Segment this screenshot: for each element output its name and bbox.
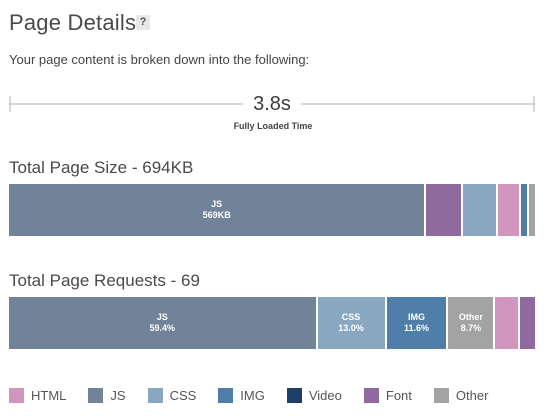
requests-segment-label: Other xyxy=(458,312,483,322)
size-segment-font[interactable] xyxy=(426,184,463,236)
legend-swatch xyxy=(9,388,24,403)
size-segment-img[interactable] xyxy=(521,184,529,236)
legend-label: IMG xyxy=(240,388,265,403)
legend: HTML JS CSS IMG Video Font Other xyxy=(9,388,546,403)
legend-swatch xyxy=(363,388,379,403)
requests-segment-label: IMG xyxy=(408,312,425,322)
requests-segment-label: JS xyxy=(156,312,168,322)
legend-item-other: Other xyxy=(433,388,489,403)
fully-loaded-value: 3.8s xyxy=(243,92,301,116)
page-title: Page Details xyxy=(9,10,137,35)
timeline-start-cap xyxy=(9,96,11,112)
size-segment-css[interactable] xyxy=(462,184,498,236)
legend-swatch xyxy=(147,388,163,403)
legend-item-js: JS xyxy=(88,388,126,403)
legend-label: CSS xyxy=(169,388,197,403)
size-segment-value: 569KB xyxy=(202,210,231,220)
legend-item-video: Video xyxy=(286,388,342,403)
intro-text: Your page content is broken down into th… xyxy=(9,52,310,67)
size-segment-label: JS xyxy=(211,199,223,209)
requests-segment-value: 8.7% xyxy=(460,323,482,333)
requests-segment-other[interactable]: Other 8.7% xyxy=(448,297,496,349)
timeline-end-cap xyxy=(533,96,535,112)
requests-segment-value: 13.0% xyxy=(338,323,364,333)
legend-swatch xyxy=(218,388,234,403)
fully-loaded-label: Fully Loaded Time xyxy=(233,121,313,131)
help-icon[interactable]: ? xyxy=(136,15,150,30)
legend-label: Other xyxy=(455,388,489,403)
requests-segment-js[interactable]: JS 59.4% xyxy=(9,297,318,349)
legend-label: JS xyxy=(110,388,126,403)
legend-swatch xyxy=(88,388,104,403)
requests-segment-css[interactable]: CSS 13.0% xyxy=(317,297,387,349)
page-size-bar: JS 569KB xyxy=(9,184,535,236)
total-page-requests-title: Total Page Requests - 69 xyxy=(9,271,200,290)
requests-segment-font[interactable] xyxy=(520,297,535,349)
requests-segment-html[interactable] xyxy=(495,297,521,349)
size-segment-js[interactable]: JS 569KB xyxy=(9,184,427,236)
legend-item-css: CSS xyxy=(147,388,197,403)
size-segment-html[interactable] xyxy=(497,184,522,236)
legend-label: Font xyxy=(385,388,412,403)
legend-swatch xyxy=(286,388,302,403)
legend-swatch xyxy=(433,388,449,403)
legend-item-img: IMG xyxy=(218,388,265,403)
fully-loaded-timeline: 3.8s xyxy=(9,92,535,116)
page-requests-bar: JS 59.4% CSS 13.0% IMG 11.6% Other 8.7% xyxy=(9,297,535,349)
legend-label: HTML xyxy=(31,388,67,403)
requests-segment-label: CSS xyxy=(341,312,361,322)
legend-item-html: HTML xyxy=(9,388,66,403)
requests-segment-value: 11.6% xyxy=(403,323,430,333)
requests-segment-value: 59.4% xyxy=(149,323,176,333)
legend-label: Video xyxy=(308,388,342,403)
requests-segment-img[interactable]: IMG 11.6% xyxy=(386,297,449,349)
size-segment-other[interactable] xyxy=(528,184,535,236)
total-page-size-title: Total Page Size - 694KB xyxy=(9,158,194,177)
legend-item-font: Font xyxy=(363,388,412,403)
